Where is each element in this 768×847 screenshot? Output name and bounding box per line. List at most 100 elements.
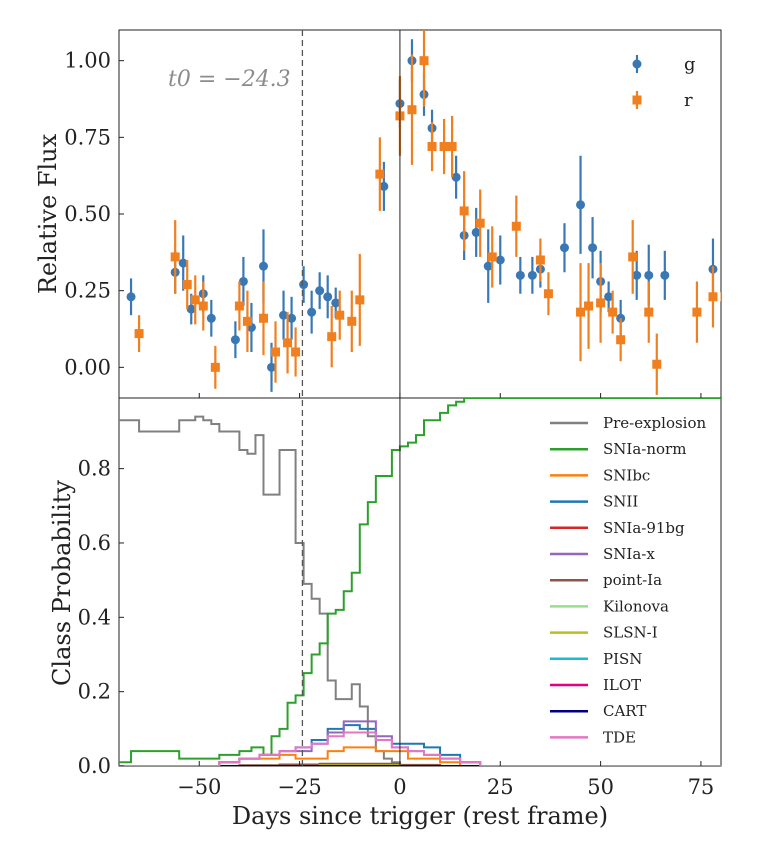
data-point-r (644, 307, 654, 317)
data-point-g (379, 181, 389, 191)
top-panel-plot (126, 30, 721, 395)
data-point-r (335, 310, 345, 320)
data-point-r (535, 255, 545, 265)
legend-label-r: r (684, 90, 693, 111)
data-point-g (315, 286, 325, 296)
data-point-r (355, 295, 365, 305)
legend-label: SNIa-91bg (603, 519, 685, 537)
data-point-r (427, 142, 437, 152)
data-point-r (271, 347, 281, 357)
legend-label: Pre-explosion (603, 414, 707, 432)
data-point-g (644, 270, 654, 280)
data-point-g (230, 335, 240, 345)
data-point-r (511, 221, 521, 231)
legend-label: ILOT (603, 676, 641, 694)
top-y-tick-label: 0.50 (64, 202, 111, 226)
data-point-r (720, 292, 721, 302)
legend-label-g: g (684, 54, 696, 75)
data-point-g (206, 313, 216, 323)
data-point-g (279, 310, 289, 320)
data-point-g (527, 270, 537, 280)
data-point-r (198, 301, 208, 311)
data-point-g (471, 227, 481, 237)
x-tick-label: −50 (177, 775, 221, 799)
top-y-tick-label: 0.75 (64, 125, 111, 149)
legend-label: SNIbc (603, 466, 650, 484)
bottom-y-tick-label: 0.0 (78, 754, 111, 778)
data-point-g (323, 292, 333, 302)
data-point-g (515, 270, 525, 280)
data-point-g (186, 304, 196, 314)
data-point-g (660, 270, 670, 280)
data-point-r (419, 56, 429, 66)
step-line-TDE (119, 731, 721, 766)
x-axis-label: Days since trigger (rest frame) (232, 802, 608, 830)
data-point-g (495, 255, 505, 265)
data-point-g (287, 313, 297, 323)
x-tick-label: 25 (487, 775, 514, 799)
data-point-r (170, 252, 180, 262)
legend-label: Kilonova (603, 597, 669, 615)
top-y-tick-label: 0.00 (64, 355, 111, 379)
data-point-r (291, 347, 301, 357)
legend-label: TDE (603, 728, 636, 746)
legend-label: point-Ia (603, 571, 662, 589)
data-point-r (576, 307, 586, 317)
top-legend: gr (632, 54, 696, 111)
top-y-tick-label: 0.25 (64, 279, 111, 303)
data-point-r (628, 252, 638, 262)
data-point-r (407, 105, 417, 115)
data-point-g (604, 292, 614, 302)
legend-label: PISN (603, 650, 642, 668)
data-point-r (475, 218, 485, 228)
data-point-g (238, 276, 248, 286)
data-point-r (182, 280, 192, 290)
data-point-g (451, 172, 461, 182)
legend-label: SNII (603, 493, 638, 511)
data-point-r (616, 335, 626, 345)
bottom-y-tick-label: 0.4 (78, 605, 111, 629)
data-point-r (234, 301, 244, 311)
legend-marker-r (632, 95, 642, 105)
legend-label: SLSN-I (603, 624, 658, 642)
data-point-g (331, 298, 341, 308)
data-point-r (447, 142, 457, 152)
data-point-g (178, 258, 188, 268)
data-point-g (483, 261, 493, 271)
data-point-r (487, 252, 497, 262)
data-point-r (543, 289, 553, 299)
data-point-g (126, 292, 136, 302)
bottom-panel-plot (119, 398, 721, 766)
data-point-r (347, 316, 357, 326)
x-tick-label: 50 (587, 775, 614, 799)
data-point-g (576, 200, 586, 210)
data-point-g (559, 243, 569, 253)
bottom-y-tick-label: 0.2 (78, 680, 111, 704)
data-point-g (258, 261, 268, 271)
x-tick-label: 75 (688, 775, 715, 799)
data-point-r (652, 359, 662, 369)
data-point-r (584, 301, 594, 311)
data-point-g (307, 307, 317, 317)
bottom-legend: Pre-explosion SNIa-norm SNIbc SNII SNIa-91bg… (550, 414, 707, 746)
x-tick-label: −25 (277, 775, 321, 799)
data-point-g (720, 291, 721, 296)
data-point-g (267, 362, 277, 372)
legend-marker-g (632, 59, 642, 69)
top-y-axis-label: Relative Flux (34, 133, 62, 294)
data-point-g (588, 243, 598, 253)
data-point-r (375, 169, 385, 179)
data-point-r (608, 307, 618, 317)
legend-label: SNIa-norm (603, 440, 686, 458)
step-line-SNIa-norm (119, 398, 721, 764)
bottom-y-tick-label: 0.8 (78, 457, 111, 481)
data-point-r (327, 332, 337, 342)
top-y-tick-label: 1.00 (64, 49, 111, 73)
data-point-g (299, 280, 309, 290)
bottom-y-tick-label: 0.6 (78, 531, 111, 555)
t0-annotation: t0 = −24.3 (168, 67, 291, 92)
data-point-r (134, 329, 144, 339)
data-point-r (242, 316, 252, 326)
legend-label: CART (603, 702, 646, 720)
